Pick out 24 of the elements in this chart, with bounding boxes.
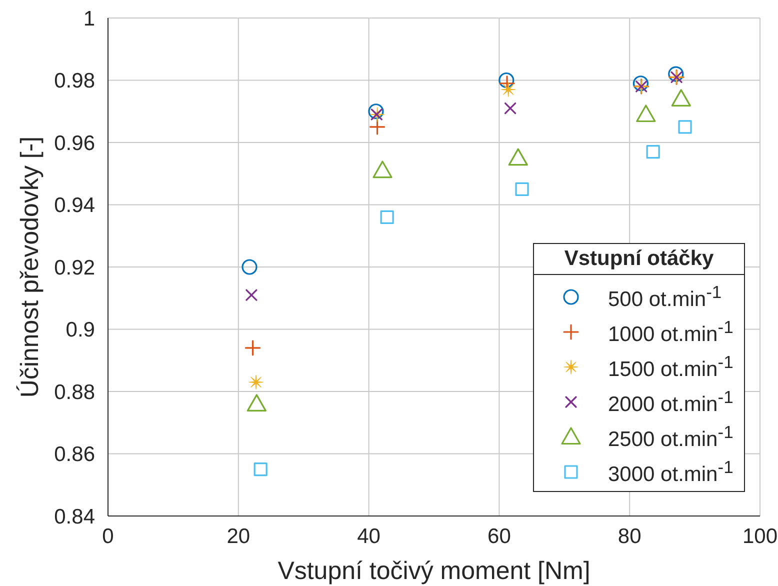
legend-label: 1500 ot.min$^{-1}$	[608, 352, 734, 382]
y-tick-label: 0.96	[54, 132, 95, 155]
y-tick-label: 0.9	[66, 318, 95, 342]
legend-label: 2500 ot.min$^{-1}$	[608, 422, 734, 452]
y-tick-label: 0.98	[54, 70, 95, 93]
y-tick-label: 0.94	[54, 194, 96, 218]
x-tick-label: 0	[102, 524, 114, 548]
y-axis-title: Účinnost převodovky [-]	[16, 136, 44, 398]
x-axis-title: Vstupní točivý moment [Nm]	[278, 557, 590, 585]
legend-title: Vstupní otáčky	[563, 246, 715, 272]
legend-label: 500 ot.min$^{-1}$	[608, 282, 722, 312]
x-tick-label: 60	[488, 524, 511, 548]
legend-label: 1000 ot.min$^{-1}$	[608, 316, 734, 346]
x-tick-label: 40	[357, 524, 380, 548]
x-tick-label: 20	[226, 524, 250, 548]
x-tick-label: 100	[742, 524, 778, 548]
y-tick-label: 0.86	[54, 443, 95, 466]
y-tick-label: 0.92	[54, 256, 95, 280]
y-tick-label: 1	[83, 7, 95, 30]
legend-label: 3000 ot.min$^{-1}$	[608, 456, 734, 486]
y-tick-label: 0.88	[54, 380, 95, 404]
legend-label: 2000 ot.min$^{-1}$	[608, 386, 734, 416]
y-tick-label: 0.84	[54, 505, 96, 528]
x-tick-label: 80	[618, 524, 642, 548]
